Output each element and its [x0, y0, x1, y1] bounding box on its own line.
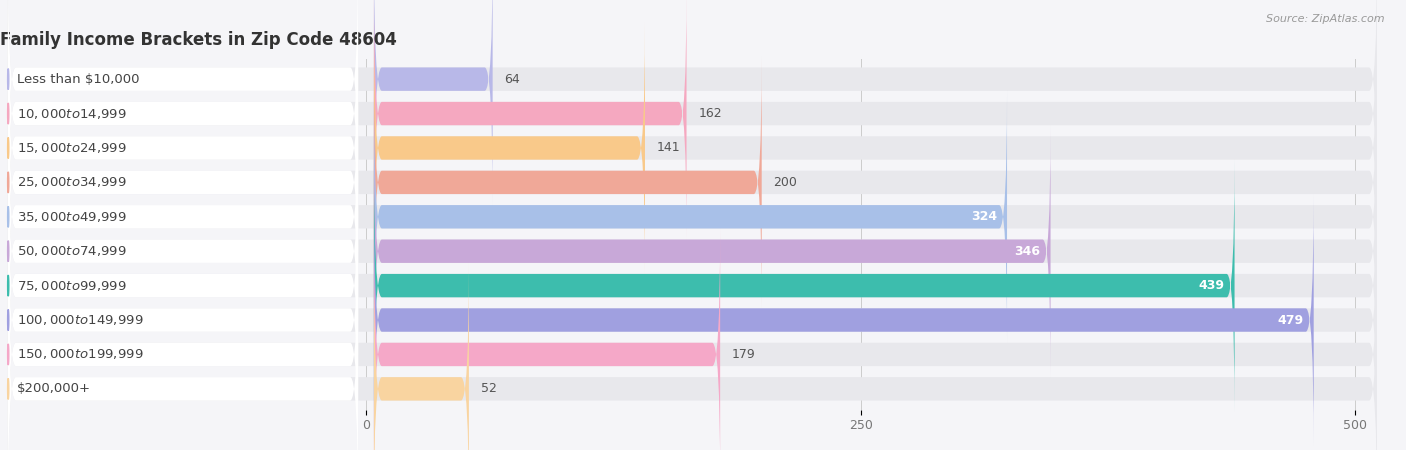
Text: 479: 479 — [1278, 314, 1303, 327]
FancyBboxPatch shape — [8, 125, 359, 377]
Text: $15,000 to $24,999: $15,000 to $24,999 — [17, 141, 127, 155]
FancyBboxPatch shape — [8, 56, 359, 308]
FancyBboxPatch shape — [8, 263, 1376, 450]
FancyBboxPatch shape — [8, 229, 359, 450]
Text: 324: 324 — [972, 210, 997, 223]
Text: 141: 141 — [657, 141, 681, 154]
FancyBboxPatch shape — [374, 56, 762, 308]
Text: $35,000 to $49,999: $35,000 to $49,999 — [17, 210, 127, 224]
FancyBboxPatch shape — [8, 194, 359, 446]
FancyBboxPatch shape — [374, 0, 492, 205]
Text: 64: 64 — [505, 72, 520, 86]
FancyBboxPatch shape — [8, 263, 359, 450]
Text: 346: 346 — [1015, 245, 1040, 258]
FancyBboxPatch shape — [374, 0, 686, 239]
FancyBboxPatch shape — [8, 160, 359, 412]
FancyBboxPatch shape — [8, 91, 359, 343]
Text: $150,000 to $199,999: $150,000 to $199,999 — [17, 347, 143, 361]
Text: 162: 162 — [699, 107, 723, 120]
FancyBboxPatch shape — [374, 125, 1050, 377]
Text: 439: 439 — [1199, 279, 1225, 292]
FancyBboxPatch shape — [8, 22, 1376, 274]
FancyBboxPatch shape — [8, 0, 359, 239]
FancyBboxPatch shape — [8, 56, 1376, 308]
FancyBboxPatch shape — [8, 229, 1376, 450]
FancyBboxPatch shape — [374, 263, 468, 450]
Text: $50,000 to $74,999: $50,000 to $74,999 — [17, 244, 127, 258]
Text: $25,000 to $34,999: $25,000 to $34,999 — [17, 176, 127, 189]
Text: $75,000 to $99,999: $75,000 to $99,999 — [17, 279, 127, 292]
FancyBboxPatch shape — [374, 194, 1313, 446]
FancyBboxPatch shape — [8, 0, 359, 205]
FancyBboxPatch shape — [374, 229, 720, 450]
FancyBboxPatch shape — [8, 0, 1376, 239]
FancyBboxPatch shape — [374, 22, 645, 274]
Text: 200: 200 — [773, 176, 797, 189]
Text: $100,000 to $149,999: $100,000 to $149,999 — [17, 313, 143, 327]
Text: Source: ZipAtlas.com: Source: ZipAtlas.com — [1267, 14, 1385, 23]
Text: 52: 52 — [481, 382, 496, 396]
FancyBboxPatch shape — [8, 91, 1376, 343]
FancyBboxPatch shape — [8, 22, 359, 274]
FancyBboxPatch shape — [374, 91, 1007, 343]
FancyBboxPatch shape — [8, 125, 1376, 377]
FancyBboxPatch shape — [8, 194, 1376, 446]
Text: $200,000+: $200,000+ — [17, 382, 91, 396]
FancyBboxPatch shape — [8, 160, 1376, 412]
FancyBboxPatch shape — [8, 0, 1376, 205]
FancyBboxPatch shape — [374, 160, 1234, 412]
Text: 179: 179 — [733, 348, 756, 361]
Text: Family Income Brackets in Zip Code 48604: Family Income Brackets in Zip Code 48604 — [0, 31, 396, 49]
Text: Less than $10,000: Less than $10,000 — [17, 72, 139, 86]
Text: $10,000 to $14,999: $10,000 to $14,999 — [17, 107, 127, 121]
